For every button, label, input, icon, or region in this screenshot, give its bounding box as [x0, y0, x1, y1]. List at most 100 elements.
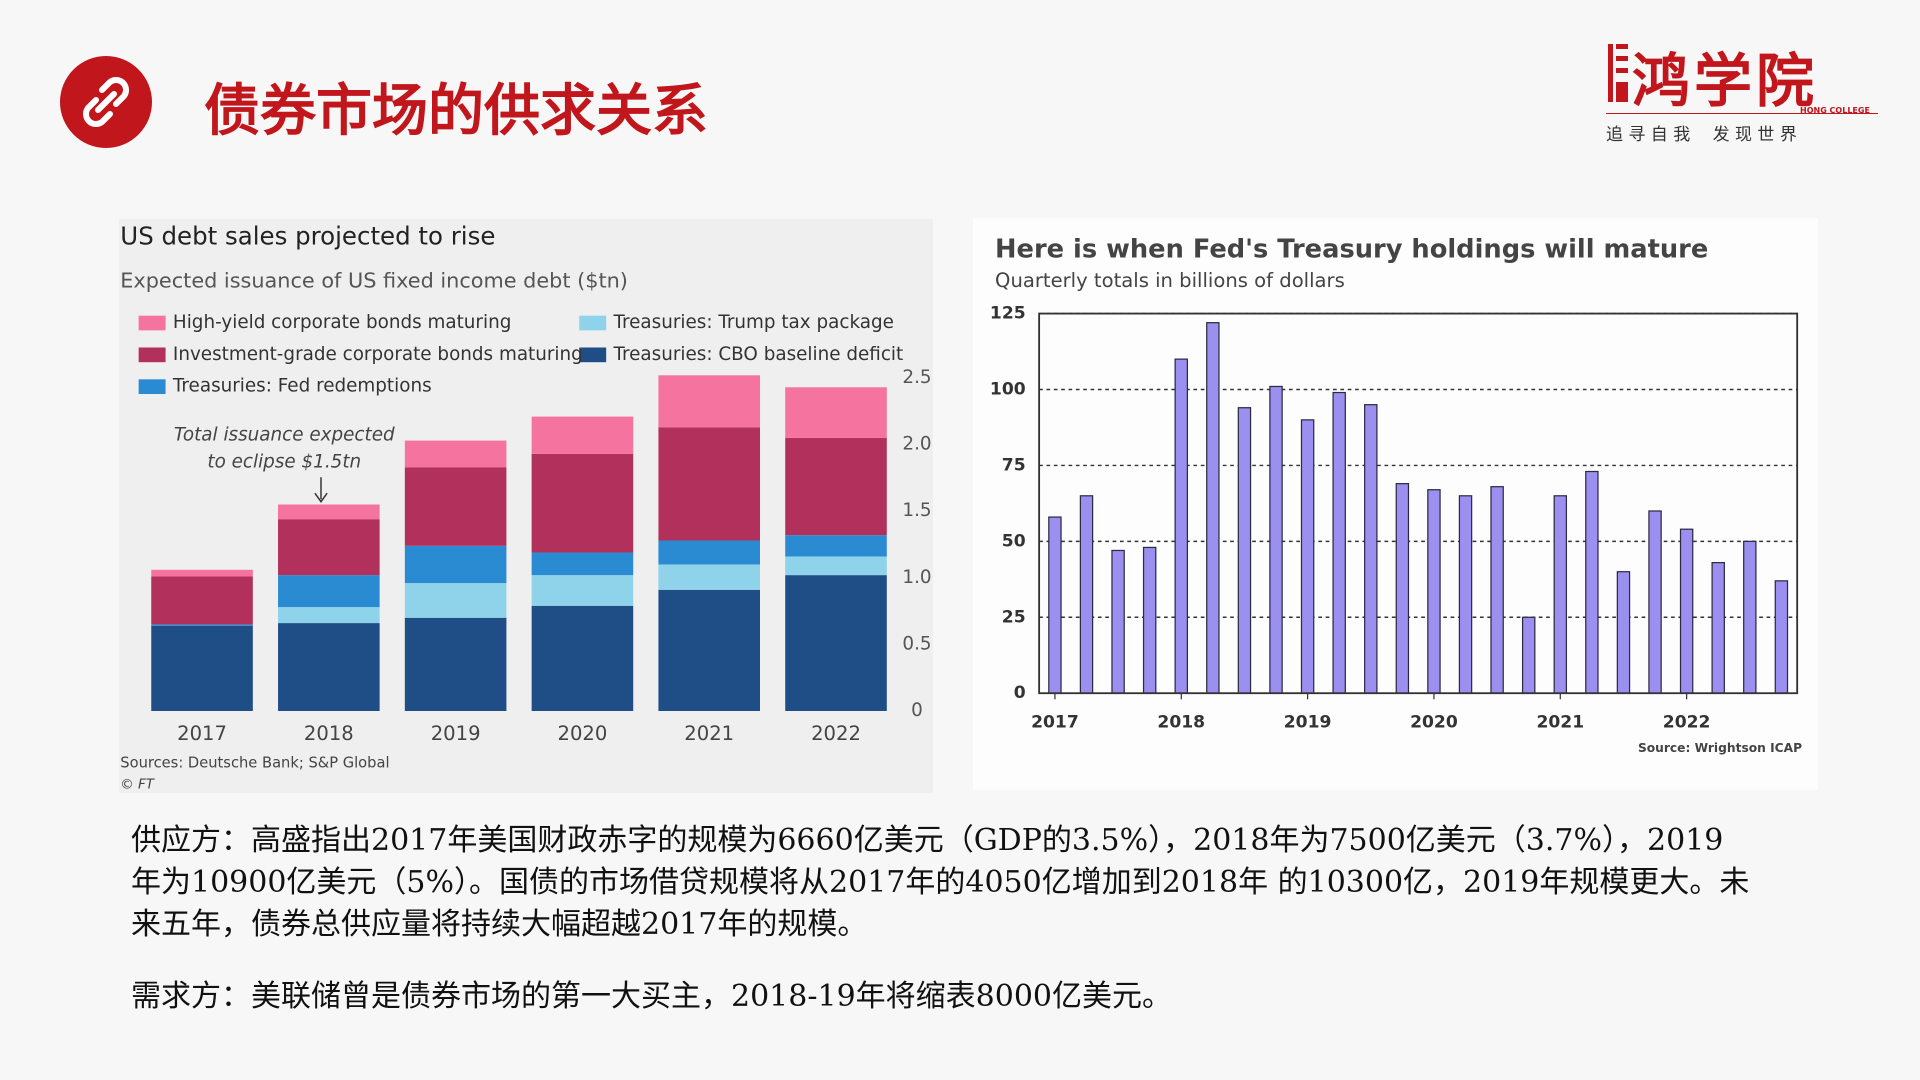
bar	[1679, 528, 1694, 694]
chart-title: US debt sales projected to rise	[120, 221, 495, 250]
bar-segment	[658, 375, 761, 428]
bar-segment	[658, 540, 761, 565]
legend-swatch	[138, 315, 166, 331]
bar	[1490, 486, 1504, 694]
y-tick-label: 1.5	[902, 500, 931, 521]
logo-mark	[1608, 44, 1628, 102]
source: Source: Wrightson ICAP	[1638, 741, 1802, 755]
logo-slogan: 追 寻 自 我 发 现 世 界	[1606, 125, 1797, 145]
bar	[1427, 489, 1441, 694]
link-icon	[60, 56, 152, 148]
bar-segment	[278, 623, 380, 711]
plot-frame	[1038, 312, 1799, 695]
x-tick-label: 2018	[1157, 713, 1205, 733]
y-tick-label: 125	[990, 304, 1026, 324]
chart: Here is when Fed's Treasury holdings wil…	[973, 218, 1818, 790]
bar-segment	[151, 576, 253, 625]
x-tick-label: 2017	[177, 722, 227, 745]
legend-swatch	[579, 347, 607, 363]
paragraph: 供应方：高盛指出2017年美国财政赤字的规模为6660亿美元（GDP的3.5%）…	[131, 823, 1750, 942]
legend-label: Treasuries: Trump tax package	[613, 312, 894, 333]
annotation: to eclipse $1.5tn	[207, 452, 361, 473]
y-tick-label: 0	[911, 700, 923, 721]
bar-segment	[404, 545, 507, 584]
chart: US debt sales projected to rise Expected …	[119, 219, 933, 793]
bar	[1616, 571, 1631, 694]
bar	[1332, 391, 1346, 694]
y-tick-label: 100	[990, 379, 1026, 399]
legend-label: High-yield corporate bonds maturing	[173, 312, 511, 333]
chart-title: Here is when Fed's Treasury holdings wil…	[995, 234, 1708, 264]
bar-segment	[151, 625, 253, 711]
bar-segment	[658, 427, 761, 541]
bar-segment	[785, 535, 887, 557]
bar	[1237, 407, 1252, 694]
bar	[1174, 358, 1189, 694]
annotation: Total issuance expected	[174, 425, 395, 446]
annotation-arrowhead	[314, 492, 328, 503]
bar	[1711, 561, 1725, 694]
bar	[1048, 516, 1062, 694]
bar-segment	[278, 519, 380, 576]
bar	[1395, 483, 1410, 694]
bar-segment	[785, 575, 887, 711]
credit: © FT	[120, 777, 155, 792]
paragraph: 需求方：美联储曾是债券市场的第一大买主，2018-19年将缩表8000亿美元。	[131, 979, 1173, 1014]
x-tick-label: 2022	[1663, 713, 1711, 733]
bar	[1111, 549, 1125, 694]
bar	[1585, 470, 1599, 694]
x-tick-label: 2017	[1031, 713, 1079, 733]
y-tick-label: 2.0	[902, 434, 931, 455]
bar	[1774, 580, 1789, 694]
logo-name: 鸿学院	[1632, 47, 1819, 115]
y-tick-label: 0	[1014, 683, 1026, 703]
x-tick-label: 2021	[1536, 713, 1584, 733]
x-tick-label: 2020	[558, 722, 608, 745]
legend-swatch	[138, 379, 166, 395]
bar-segment	[278, 607, 380, 624]
source: Sources: Deutsche Bank; S&P Global	[120, 755, 389, 772]
bar-segment	[151, 624, 253, 626]
bar	[1648, 510, 1662, 694]
bar	[1521, 616, 1536, 694]
y-tick-label: 1.0	[902, 567, 931, 588]
logo-rule	[1606, 113, 1878, 114]
legend-label: Treasuries: CBO baseline deficit	[613, 344, 904, 365]
bar	[1458, 495, 1473, 694]
bar-segment	[404, 583, 507, 618]
x-tick-label: 2020	[1410, 713, 1458, 733]
bar-segment	[785, 387, 887, 438]
bar-segment	[531, 575, 634, 606]
slide-title: 债券市场的供求关系	[204, 78, 708, 144]
bar-segment	[151, 569, 253, 577]
bar-segment	[404, 617, 507, 711]
bar	[1300, 419, 1315, 694]
bar-segment	[658, 564, 761, 590]
legend-label: Treasuries: Fed redemptions	[172, 376, 432, 397]
legend-swatch	[579, 315, 607, 331]
bar	[1079, 495, 1094, 694]
y-tick-label: 25	[1002, 607, 1026, 627]
logo-english: HONG COLLEGE	[1800, 106, 1870, 115]
x-tick-label: 2019	[431, 722, 481, 745]
bar-segment	[785, 437, 887, 536]
x-tick-label: 2022	[811, 722, 861, 745]
bar-segment	[531, 605, 634, 711]
y-tick-label: 50	[1002, 531, 1026, 551]
bar-segment	[278, 504, 380, 520]
x-tick-label: 2018	[304, 722, 354, 745]
bar	[1553, 495, 1568, 694]
y-tick-label: 2.5	[902, 367, 931, 388]
bar-segment	[531, 416, 634, 454]
bar-segment	[404, 440, 507, 468]
bar-segment	[658, 589, 761, 711]
bar-segment	[785, 556, 887, 576]
y-tick-label: 0.5	[902, 633, 931, 654]
chart-background	[973, 218, 1818, 790]
legend-swatch	[138, 347, 166, 363]
x-tick-label: 2021	[684, 722, 734, 745]
bar-segment	[404, 467, 507, 546]
x-tick-label: 2019	[1284, 713, 1332, 733]
bar-segment	[531, 453, 634, 553]
